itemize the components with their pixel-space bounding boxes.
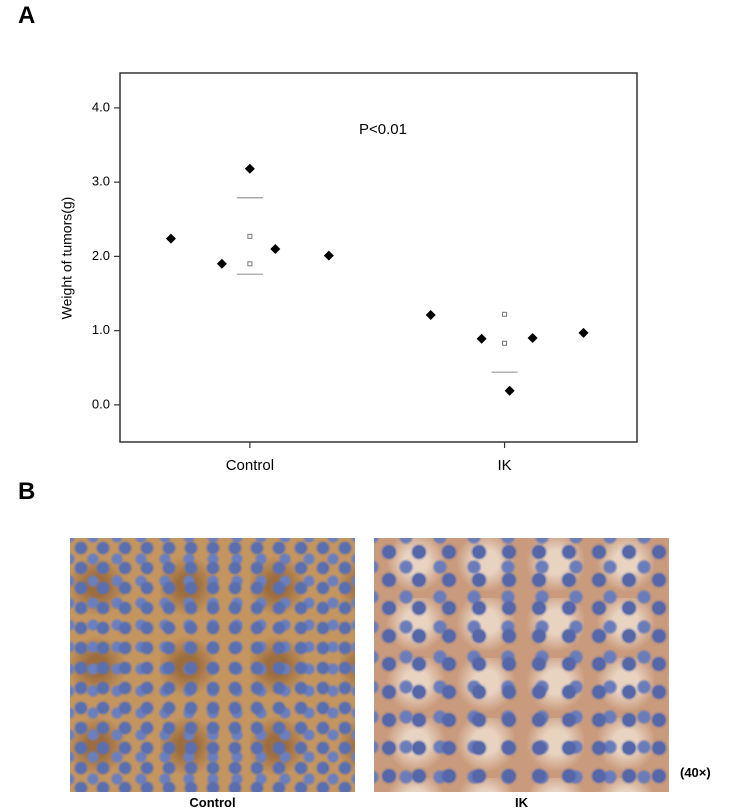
summary-mark bbox=[502, 311, 508, 317]
data-point bbox=[425, 310, 436, 321]
image-caption: Control bbox=[189, 795, 236, 810]
micrograph bbox=[374, 538, 669, 792]
data-point bbox=[270, 243, 281, 254]
data-point bbox=[476, 333, 487, 344]
x-tick-label: IK bbox=[497, 457, 511, 474]
y-tick-label: 4.0 bbox=[92, 99, 110, 114]
panel-label: B bbox=[18, 478, 36, 505]
data-point bbox=[323, 250, 334, 261]
annotation: P<0.01 bbox=[359, 121, 407, 138]
plot-frame bbox=[119, 72, 638, 443]
data-point bbox=[216, 258, 227, 269]
x-tick-label: Control bbox=[226, 457, 274, 474]
image-caption: IK bbox=[515, 795, 528, 810]
panel-label: A bbox=[18, 2, 36, 29]
summary-mark bbox=[247, 233, 253, 239]
data-point bbox=[578, 327, 589, 338]
data-point bbox=[165, 233, 176, 244]
y-tick-label: 0.0 bbox=[92, 396, 110, 411]
y-tick-label: 3.0 bbox=[92, 174, 110, 189]
y-tick-label: 1.0 bbox=[92, 322, 110, 337]
y-axis-label: Weight of tumors(g) bbox=[59, 197, 75, 320]
summary-mark bbox=[247, 261, 253, 267]
micrograph bbox=[70, 538, 355, 792]
data-point bbox=[527, 333, 538, 344]
data-point bbox=[244, 163, 255, 174]
y-tick-label: 2.0 bbox=[92, 248, 110, 263]
chart: Weight of tumors(g) P<0.01 0.0 1.0 2.0 3.0 4… bbox=[59, 72, 638, 474]
data-point bbox=[504, 385, 515, 396]
summary-mark bbox=[502, 340, 508, 346]
magnification: (40×) bbox=[680, 765, 711, 780]
